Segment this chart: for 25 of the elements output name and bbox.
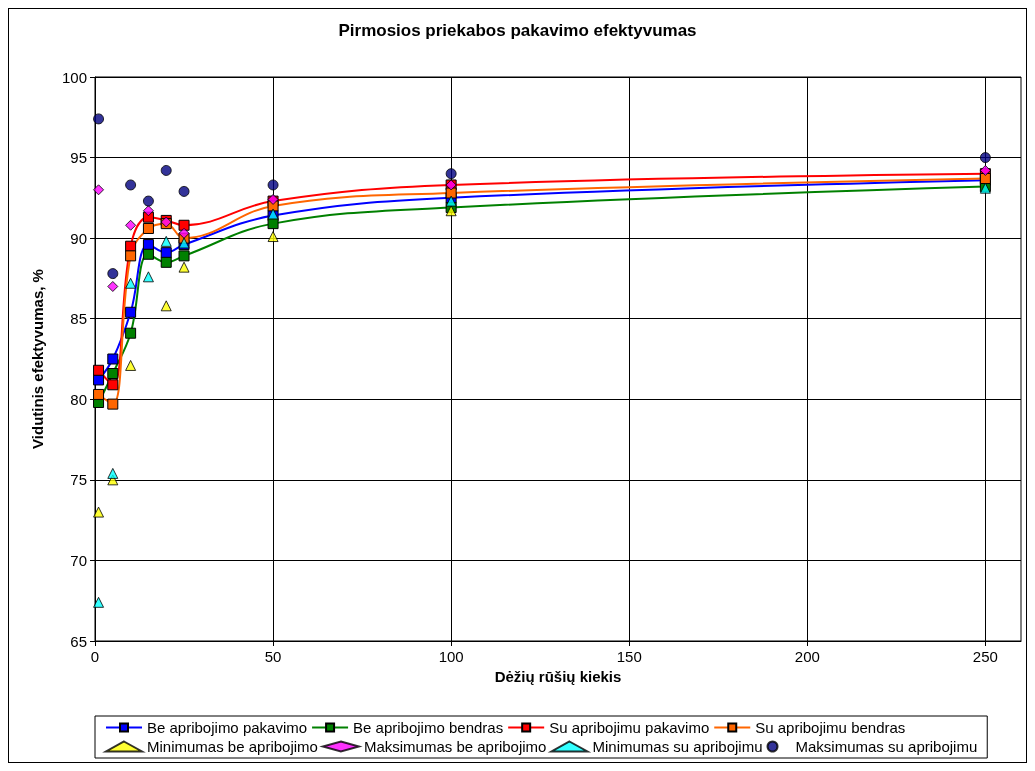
- legend-label: Maksimumas su apribojimu: [795, 738, 978, 755]
- y-tick-label: 80: [70, 390, 87, 408]
- y-tick-label: 75: [70, 471, 87, 489]
- legend-label: Su apribojimu pakavimo: [549, 719, 710, 736]
- legend-label: Su apribojimu bendras: [755, 719, 906, 736]
- y-tick-label: 100: [61, 68, 87, 86]
- y-tick-label: 70: [70, 551, 87, 569]
- x-tick-label: 250: [972, 648, 998, 665]
- y-tick-label: 85: [70, 310, 87, 328]
- legend-label: Maksimumas be apribojimo: [363, 738, 547, 755]
- x-tick-label: 200: [794, 648, 820, 665]
- x-tick-label: 100: [438, 648, 464, 665]
- legend-label: Minimumas be apribojimo: [147, 738, 318, 755]
- y-axis-title: Vidutinis efektyvumas, %: [29, 269, 46, 449]
- y-tick-label: 90: [70, 229, 87, 247]
- x-tick-label: 50: [264, 648, 282, 665]
- x-tick-label: 150: [616, 648, 642, 665]
- legend-label: Minimumas su apribojimu: [592, 738, 763, 755]
- x-axis-title: Dėžių rūšių kiekis: [494, 668, 622, 685]
- chart-title: Pirmosios priekabos pakavimo efektyvumas: [338, 21, 697, 40]
- x-tick-label: 0: [90, 648, 100, 665]
- legend-label: Be apribojimo bendras: [353, 719, 504, 736]
- legend-label: Be apribojimo pakavimo: [147, 719, 308, 736]
- y-tick-label: 65: [70, 632, 87, 650]
- y-tick-label: 95: [70, 149, 87, 167]
